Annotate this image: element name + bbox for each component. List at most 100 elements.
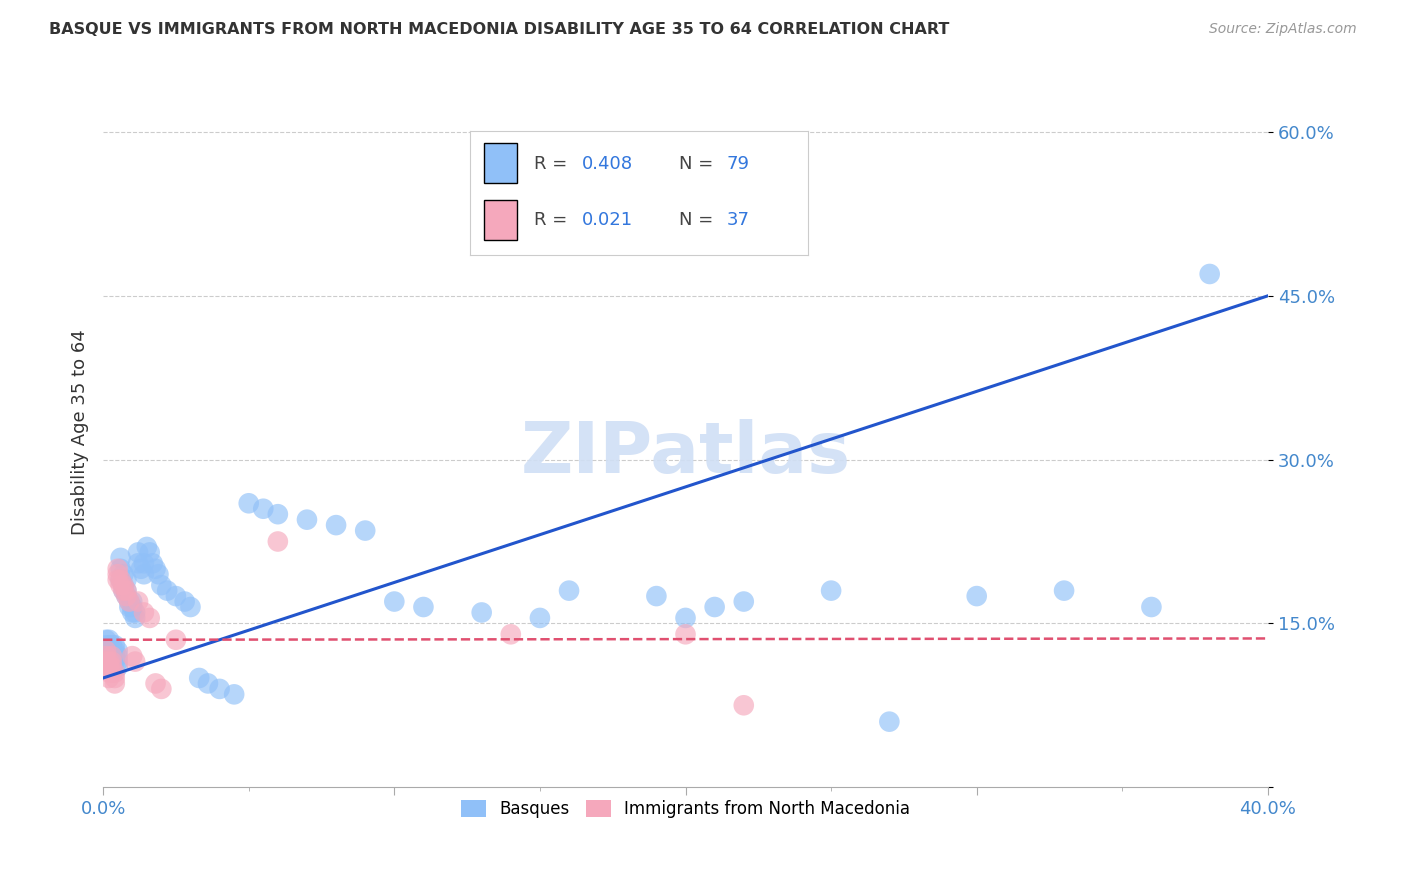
Point bbox=[115, 583, 138, 598]
Point bbox=[101, 643, 124, 657]
Point bbox=[121, 594, 143, 608]
Point bbox=[1140, 600, 1163, 615]
Point bbox=[101, 649, 124, 664]
Point bbox=[733, 698, 755, 713]
Point bbox=[97, 649, 120, 664]
Point bbox=[121, 649, 143, 664]
Point bbox=[101, 655, 124, 669]
Point bbox=[110, 562, 132, 576]
Point bbox=[124, 606, 146, 620]
Point bbox=[104, 655, 127, 669]
Point bbox=[127, 594, 149, 608]
Point bbox=[94, 655, 117, 669]
Point bbox=[104, 676, 127, 690]
Point bbox=[115, 583, 138, 598]
Point bbox=[115, 589, 138, 603]
Point bbox=[97, 660, 120, 674]
Point bbox=[110, 573, 132, 587]
Legend: Basques, Immigrants from North Macedonia: Basques, Immigrants from North Macedonia bbox=[454, 794, 917, 825]
Point bbox=[107, 562, 129, 576]
Point bbox=[110, 550, 132, 565]
Point bbox=[112, 578, 135, 592]
Point bbox=[558, 583, 581, 598]
Point bbox=[179, 600, 201, 615]
Point bbox=[703, 600, 725, 615]
Point bbox=[101, 638, 124, 652]
Point bbox=[101, 665, 124, 680]
Point bbox=[138, 545, 160, 559]
Point bbox=[104, 638, 127, 652]
Point bbox=[156, 583, 179, 598]
Point bbox=[150, 681, 173, 696]
Point bbox=[165, 589, 187, 603]
Point bbox=[675, 611, 697, 625]
Point bbox=[101, 660, 124, 674]
Point bbox=[118, 594, 141, 608]
Point bbox=[132, 567, 155, 582]
Point bbox=[471, 606, 494, 620]
Point bbox=[101, 649, 124, 664]
Point bbox=[645, 589, 668, 603]
Point bbox=[107, 649, 129, 664]
Point bbox=[173, 594, 195, 608]
Point bbox=[118, 594, 141, 608]
Point bbox=[121, 600, 143, 615]
Point bbox=[94, 660, 117, 674]
Point bbox=[104, 671, 127, 685]
Point bbox=[124, 655, 146, 669]
Point bbox=[97, 671, 120, 685]
Y-axis label: Disability Age 35 to 64: Disability Age 35 to 64 bbox=[72, 329, 89, 535]
Point bbox=[252, 501, 274, 516]
Point bbox=[295, 513, 318, 527]
Point bbox=[94, 649, 117, 664]
Point bbox=[107, 655, 129, 669]
Point bbox=[121, 606, 143, 620]
Point bbox=[412, 600, 434, 615]
Point bbox=[110, 578, 132, 592]
Point bbox=[132, 606, 155, 620]
Point bbox=[115, 589, 138, 603]
Point bbox=[112, 583, 135, 598]
Point bbox=[104, 665, 127, 680]
Point bbox=[267, 507, 290, 521]
Point bbox=[107, 573, 129, 587]
Point bbox=[132, 557, 155, 571]
Point bbox=[382, 594, 405, 608]
Point bbox=[94, 643, 117, 657]
Point bbox=[97, 655, 120, 669]
Point bbox=[142, 557, 165, 571]
Point bbox=[107, 567, 129, 582]
Point bbox=[188, 671, 211, 685]
Point bbox=[94, 643, 117, 657]
Point bbox=[238, 496, 260, 510]
Point bbox=[733, 594, 755, 608]
Point bbox=[820, 583, 842, 598]
Point bbox=[325, 518, 347, 533]
Point bbox=[127, 557, 149, 571]
Point bbox=[112, 578, 135, 592]
Point bbox=[224, 687, 246, 701]
Text: Source: ZipAtlas.com: Source: ZipAtlas.com bbox=[1209, 22, 1357, 37]
Point bbox=[135, 540, 157, 554]
Point bbox=[208, 681, 231, 696]
Point bbox=[616, 169, 638, 183]
Point bbox=[97, 643, 120, 657]
Point bbox=[165, 632, 187, 647]
Point bbox=[267, 534, 290, 549]
Point bbox=[1053, 583, 1076, 598]
Point bbox=[97, 655, 120, 669]
Point bbox=[107, 643, 129, 657]
Point bbox=[148, 567, 170, 582]
Point bbox=[1198, 267, 1220, 281]
Point bbox=[101, 655, 124, 669]
Point bbox=[110, 573, 132, 587]
Point bbox=[499, 627, 522, 641]
Point bbox=[94, 632, 117, 647]
Text: ZIPatlas: ZIPatlas bbox=[520, 419, 851, 488]
Point bbox=[145, 676, 167, 690]
Point bbox=[197, 676, 219, 690]
Point bbox=[118, 600, 141, 615]
Point bbox=[115, 573, 138, 587]
Point bbox=[879, 714, 901, 729]
Point bbox=[94, 649, 117, 664]
